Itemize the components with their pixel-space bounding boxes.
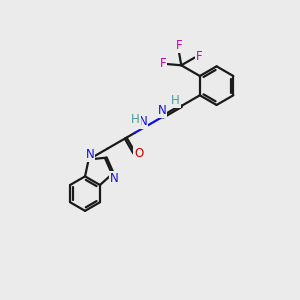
Text: H: H (171, 94, 180, 106)
Text: O: O (134, 147, 144, 160)
Text: H: H (131, 112, 140, 126)
Text: N: N (86, 148, 94, 161)
Text: F: F (160, 57, 166, 70)
Text: N: N (110, 172, 118, 185)
Text: N: N (139, 115, 147, 128)
Text: F: F (196, 50, 202, 63)
Text: N: N (158, 104, 167, 117)
Text: F: F (176, 40, 182, 52)
